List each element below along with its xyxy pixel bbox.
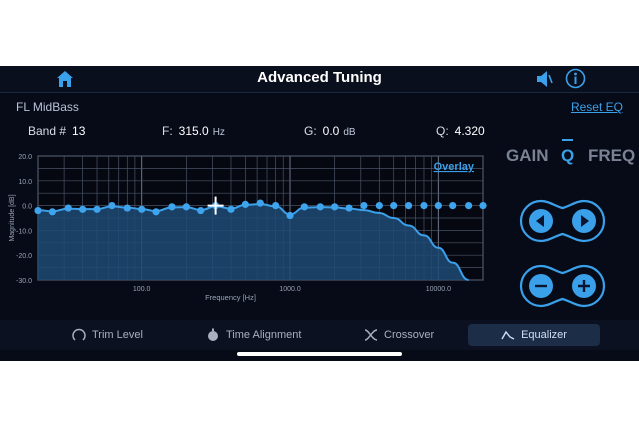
eq-chart[interactable]: 20.0 10.0 0.0 -10.0 -20.0 -30.0 100.0 1000.0 100… [0, 150, 490, 310]
q-readout: Q: 4.320 [436, 124, 485, 138]
mode-gain[interactable]: GAIN [506, 146, 549, 165]
x-tick-label: 10000.0 [426, 286, 451, 293]
eq-band-handle[interactable] [479, 202, 487, 210]
next-band-button[interactable] [572, 209, 596, 233]
crossover-icon [364, 329, 378, 341]
eq-band-handle[interactable] [390, 202, 398, 210]
eq-band-handle[interactable] [434, 202, 442, 210]
value-adjust-control [519, 264, 606, 308]
dial-icon [72, 328, 86, 341]
y-axis-label: Magnitude [dB] [9, 194, 16, 241]
gain-unit: dB [343, 127, 356, 138]
x-tick-label: 1000.0 [279, 286, 301, 293]
frequency-readout: F: 315.0 Hz [162, 124, 225, 138]
eq-band-handle[interactable] [79, 205, 87, 213]
band-label: Band # [28, 124, 67, 138]
band-nav-control [519, 199, 606, 243]
left-arrow-icon [536, 215, 544, 227]
increase-button[interactable] [572, 274, 596, 298]
tab-equalizer[interactable]: Equalizer [468, 324, 600, 346]
eq-band-handle[interactable] [123, 204, 131, 212]
eq-band-handle[interactable] [316, 203, 324, 211]
eq-band-handle[interactable] [375, 202, 383, 210]
overlay-link[interactable]: Overlay [434, 161, 475, 173]
eq-band-handle[interactable] [168, 203, 176, 211]
eq-band-handle[interactable] [182, 203, 190, 211]
tab-label: Time Alignment [226, 329, 302, 341]
eq-band-handle[interactable] [152, 208, 160, 216]
eq-band-handle[interactable] [227, 205, 235, 213]
y-tick-label: -20.0 [16, 253, 32, 260]
mode-q[interactable]: Q [561, 139, 575, 165]
eq-band-handle[interactable] [93, 205, 101, 213]
x-tick-label: 100.0 [133, 286, 151, 293]
tab-label: Trim Level [92, 329, 143, 341]
y-tick-label: 0.0 [22, 204, 32, 211]
app-screen: Advanced Tuning FL MidBass Reset EQ Band… [0, 66, 639, 361]
y-tick-label: 20.0 [18, 154, 32, 161]
mode-freq[interactable]: FREQ [588, 146, 636, 165]
x-axis-label: Frequency [Hz] [205, 293, 256, 302]
eq-band-handle[interactable] [197, 206, 205, 215]
q-label: Q: [436, 124, 449, 138]
reset-eq-link[interactable]: Reset EQ [570, 100, 623, 114]
bottom-tab-bar: Trim Level Time Alignment Crossover Equa… [0, 320, 639, 350]
eq-band-handle[interactable] [345, 204, 353, 212]
y-tick-label: 10.0 [18, 179, 32, 186]
tab-time-alignment[interactable]: Time Alignment [206, 320, 301, 350]
band-value: 13 [72, 124, 86, 138]
home-icon[interactable] [55, 69, 75, 89]
eq-band-handle[interactable] [331, 203, 339, 211]
stopwatch-icon [208, 328, 218, 342]
tab-label: Crossover [384, 329, 435, 341]
frequency-unit: Hz [212, 127, 225, 138]
decrease-button[interactable] [529, 274, 553, 298]
eq-band-handle[interactable] [360, 202, 368, 210]
eq-band-handle[interactable] [404, 202, 413, 210]
q-value: 4.320 [454, 124, 485, 138]
eq-band-handle[interactable] [300, 203, 308, 211]
y-tick-label: -10.0 [16, 228, 32, 235]
speaker-icon[interactable] [534, 69, 554, 89]
top-bar: Advanced Tuning [0, 66, 639, 93]
eq-band-handle[interactable] [286, 211, 294, 220]
eq-band-handle[interactable] [138, 205, 146, 213]
tab-label: Equalizer [521, 329, 567, 341]
band-readout: Band # 13 [28, 124, 85, 138]
gain-label: G: [304, 124, 317, 138]
eq-band-handle[interactable] [241, 200, 249, 208]
eq-band-handle[interactable] [256, 199, 264, 207]
eq-band-handle[interactable] [34, 206, 42, 215]
right-arrow-icon [581, 215, 589, 227]
gain-readout: G: 0.0 dB [304, 124, 356, 138]
plus-icon [578, 280, 590, 292]
info-icon[interactable] [565, 68, 586, 89]
eq-band-handle[interactable] [64, 204, 72, 212]
eq-band-handle[interactable] [420, 202, 428, 210]
home-indicator [237, 352, 402, 356]
gain-value: 0.0 [322, 124, 340, 138]
frequency-value: 315.0 [178, 124, 209, 138]
previous-band-button[interactable] [529, 209, 553, 233]
eq-band-handle[interactable] [108, 202, 116, 210]
channel-label: FL MidBass [16, 100, 79, 114]
eq-band-handle[interactable] [272, 202, 280, 210]
eq-band-handle[interactable] [465, 202, 473, 210]
response-fill [38, 204, 469, 280]
minus-icon [535, 284, 547, 288]
eq-band-handle[interactable] [449, 202, 457, 210]
page-title: Advanced Tuning [257, 69, 382, 86]
tab-crossover[interactable]: Crossover [364, 320, 434, 350]
tab-trim-level[interactable]: Trim Level [72, 320, 143, 350]
eq-band-handle[interactable] [48, 208, 56, 216]
eq-curve-icon [501, 330, 515, 340]
y-tick-label: -30.0 [16, 278, 32, 285]
frequency-label: F: [162, 124, 173, 138]
